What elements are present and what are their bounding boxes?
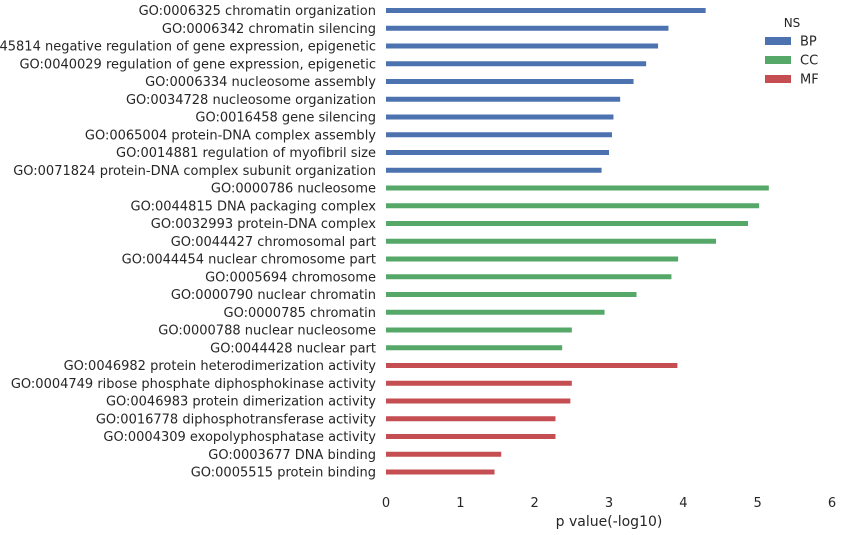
category-label: GO:0032993 protein-DNA complex — [151, 217, 377, 232]
x-tick-label: 0 — [382, 496, 390, 511]
bar-mf — [386, 434, 556, 439]
x-tick-labels-group: 0 1 2 3 4 5 6 — [382, 496, 836, 511]
category-label: GO:0045814 negative regulation of gene e… — [0, 40, 376, 55]
x-tick-label: 4 — [679, 496, 687, 511]
bar-cc — [386, 309, 605, 315]
bars-group — [386, 8, 769, 475]
category-label: GO:0000788 nuclear nucleosome — [158, 324, 376, 339]
legend-label-cc: CC — [800, 54, 818, 69]
bar-bp — [386, 96, 621, 102]
legend-swatch-mf — [765, 75, 791, 83]
category-label: GO:0046982 protein heterodimerization ac… — [64, 359, 377, 374]
bar-cc — [386, 327, 572, 333]
category-label: GO:0065004 protein-DNA complex assembly — [85, 128, 376, 143]
bar-cc — [386, 238, 717, 244]
category-label: GO:0044427 chromosomal part — [171, 235, 376, 250]
bar-mf — [386, 451, 502, 457]
legend-label-mf: MF — [800, 73, 819, 88]
bar-cc — [386, 203, 760, 209]
bar-bp — [386, 150, 609, 155]
category-label: GO:0005515 protein binding — [191, 466, 376, 481]
category-label: GO:0004309 exopolyphosphatase activity — [103, 430, 376, 445]
bar-mf — [386, 363, 678, 368]
x-tick-label: 5 — [754, 496, 762, 511]
category-label: GO:0000785 chromatin — [224, 306, 376, 321]
category-label: GO:0000790 nuclear chromatin — [171, 288, 376, 303]
bar-mf — [386, 380, 572, 386]
bar-cc — [386, 292, 637, 297]
legend: NS BP CC MF — [765, 16, 819, 88]
bar-cc — [386, 345, 563, 351]
legend-title: NS — [784, 16, 801, 30]
category-label: GO:0040029 regulation of gene expression… — [19, 57, 376, 72]
category-label: GO:0071824 protein-DNA complex subunit o… — [13, 164, 376, 179]
category-label: GO:0044815 DNA packaging complex — [131, 199, 377, 214]
bar-bp — [386, 43, 659, 49]
category-label: GO:0000786 nucleosome — [211, 182, 376, 197]
category-label: GO:0044454 nuclear chromosome part — [122, 253, 376, 268]
category-label: GO:0004749 ribose phosphate diphosphokin… — [11, 377, 376, 392]
bar-mf — [386, 398, 571, 404]
category-label: GO:0014881 regulation of myofibril size — [116, 146, 376, 161]
bar-bp — [386, 61, 647, 67]
category-label: GO:0034728 nucleosome organization — [126, 93, 376, 108]
category-label: GO:0005694 chromosome — [205, 270, 376, 285]
category-label: GO:0044428 nuclear part — [210, 341, 376, 356]
bar-bp — [386, 25, 669, 31]
bar-bp — [386, 8, 706, 13]
legend-swatch-bp — [765, 37, 791, 45]
bar-cc — [386, 221, 749, 226]
bar-mf — [386, 416, 556, 422]
x-tick-label: 3 — [605, 496, 613, 511]
category-label: GO:0016778 diphosphotransferase activity — [96, 412, 376, 427]
category-label: GO:0006325 chromatin organization — [139, 4, 376, 19]
x-axis-label: p value(-log10) — [556, 514, 663, 530]
bar-bp — [386, 114, 614, 120]
bar-bp — [386, 132, 612, 138]
legend-swatch-cc — [765, 56, 791, 64]
bar-cc — [386, 185, 769, 191]
category-label: GO:0046983 protein dimerization activity — [106, 395, 376, 410]
category-label: GO:0006334 nucleosome assembly — [145, 75, 376, 90]
bar-bp — [386, 167, 602, 173]
category-label: GO:0003677 DNA binding — [208, 448, 376, 463]
x-tick-label: 6 — [828, 496, 836, 511]
bar-cc — [386, 256, 679, 262]
category-labels-group: GO:0006325 chromatin organization GO:0006… — [0, 4, 376, 481]
category-label: GO:0016458 gene silencing — [195, 111, 376, 126]
bar-mf — [386, 469, 495, 475]
bar-bp — [386, 79, 634, 84]
x-tick-label: 2 — [531, 496, 539, 511]
bar-cc — [386, 274, 672, 280]
legend-label-bp: BP — [800, 35, 817, 50]
category-label: GO:0006342 chromatin silencing — [162, 22, 376, 37]
x-tick-label: 1 — [456, 496, 464, 511]
